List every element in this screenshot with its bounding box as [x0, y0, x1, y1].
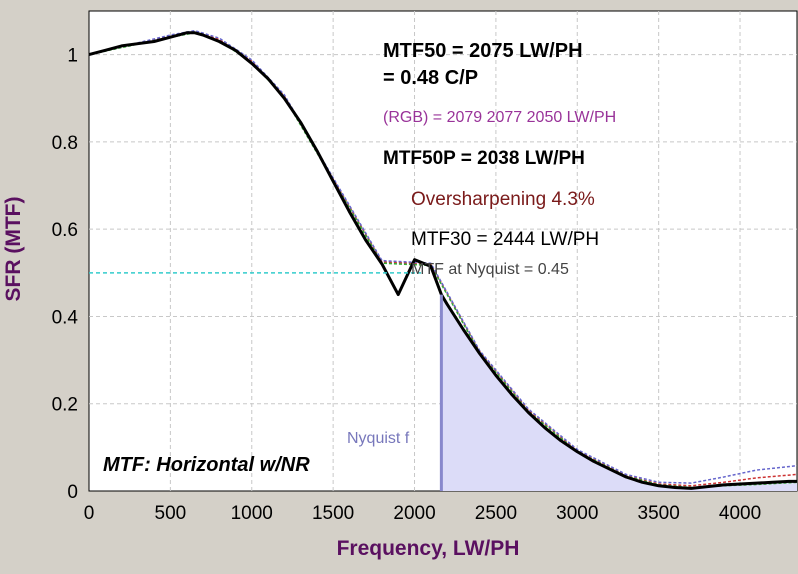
- mtf-nyquist-annotation: MTF at Nyquist = 0.45: [411, 261, 569, 278]
- nyquist-label: Nyquist f: [347, 430, 410, 447]
- x-tick-label: 1000: [231, 503, 273, 524]
- markers: [89, 272, 443, 491]
- series-lines: [88, 29, 798, 490]
- series-line-b: [88, 29, 798, 484]
- x-tick-label: 1500: [312, 503, 354, 524]
- x-tick-label: 500: [155, 503, 187, 524]
- x-tick-label: 3500: [638, 503, 680, 524]
- rgb-annotation: (RGB) = 2079 2077 2050 LW/PH: [383, 109, 616, 126]
- mtf50-annotation: MTF50 = 2075 LW/PH: [383, 40, 583, 62]
- x-tick-label: 4000: [719, 503, 761, 524]
- y-axis-label: SFR (MTF): [2, 197, 25, 302]
- x-tick-label: 3000: [556, 503, 598, 524]
- x-tick-label: 2500: [475, 503, 517, 524]
- x-axis-label: Frequency, LW/PH: [337, 537, 520, 560]
- series-line-g: [88, 32, 798, 489]
- y-tick-label: 0.8: [52, 133, 78, 154]
- y-tick-label: 1: [67, 46, 78, 67]
- mtf50p-annotation: MTF50P = 2038 LW/PH: [383, 148, 585, 169]
- y-tick-label: 0.4: [52, 307, 79, 328]
- nyquist-shaded-region: [441, 294, 797, 491]
- x-tick-label: 2000: [393, 503, 435, 524]
- y-tick-label: 0.2: [52, 395, 78, 416]
- cp-annotation: = 0.48 C/P: [383, 67, 478, 89]
- y-tick-label: 0.6: [52, 220, 78, 241]
- y-tick-label: 0: [67, 482, 78, 503]
- plot-title: MTF: Horizontal w/NR: [103, 454, 310, 476]
- series-line-y-luminance-: [88, 31, 797, 490]
- oversharpening-annotation: Oversharpening 4.3%: [411, 189, 595, 210]
- nyquist-fill-area: [441, 294, 797, 491]
- mtf30-annotation: MTF30 = 2444 LW/PH: [411, 229, 599, 250]
- x-tick-label: 0: [84, 503, 95, 524]
- tick-labels: 0 500 1000 1500 2000 2500 3000 3500 4000 0 0.2 0.4 0…: [52, 46, 762, 524]
